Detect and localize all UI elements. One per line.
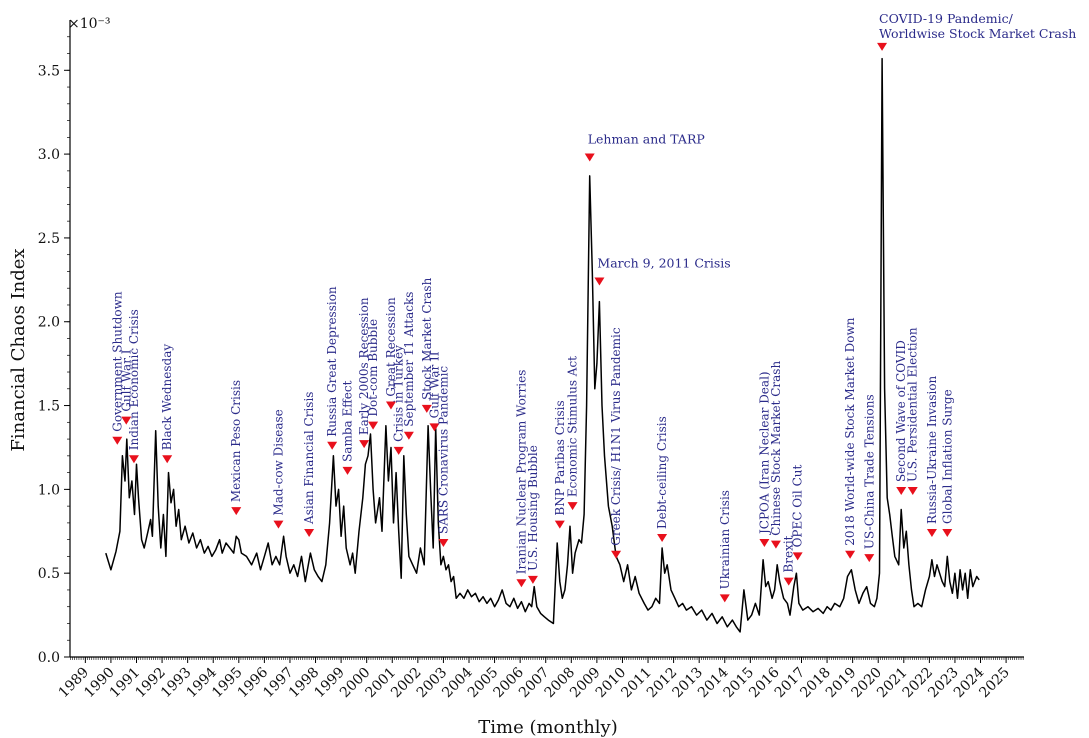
event-label: Brexit — [782, 535, 796, 572]
event-marker — [342, 466, 353, 475]
event-marker — [611, 550, 622, 559]
event-label: SARS Cronavirus Pandemic — [436, 366, 450, 534]
event-label: Chinese Stock Market Crash — [769, 361, 783, 536]
x-axis-title: Time (monthly) — [478, 717, 618, 738]
y-tick-label: 3.0 — [38, 147, 60, 163]
event-label: Asian Financial Crisis — [302, 392, 316, 525]
event-marker — [554, 520, 565, 529]
event-marker — [304, 528, 315, 537]
event-label: Iranian Nuclear Program Worries — [514, 370, 528, 575]
event-label: Crisis in Turkey — [392, 345, 406, 442]
event-marker — [770, 540, 781, 549]
event-label: U.S. Housing Bubble — [526, 445, 540, 571]
event-marker — [128, 455, 139, 464]
y-tick-label: 0.0 — [38, 650, 60, 666]
event-marker — [403, 431, 414, 440]
event-label: Ukrainian Crisis — [718, 490, 732, 589]
event-label: Gulf War II — [427, 351, 441, 418]
y-axis-exponent: ×10⁻³ — [68, 16, 111, 32]
event-label: Debt-ceiling Crisis — [655, 416, 669, 529]
event-label: Mad-cow Disease — [271, 409, 285, 515]
event-marker — [121, 416, 132, 425]
series-layer — [105, 57, 980, 633]
event-marker — [231, 507, 242, 516]
event-marker — [393, 446, 404, 455]
event-label: Economic Stimulus Act — [566, 356, 580, 497]
event-label: US-China Trade Tensions — [862, 394, 876, 549]
event-label: Government Shutdown — [110, 291, 124, 432]
event-label: Samba Effect — [341, 380, 355, 462]
event-label: Lehman and TARP — [588, 131, 705, 146]
event-label: Greek Crisis/ H1N1 Virus Pandemic — [609, 327, 623, 546]
event-marker — [527, 575, 538, 584]
series-line — [105, 57, 980, 633]
event-label: Black Wednesday — [160, 344, 174, 451]
event-label-line: Worldwise Stock Market Crash — [879, 26, 1076, 41]
event-label: September 11 Attacks — [402, 292, 416, 427]
y-axis-title: Financial Chaos Index — [8, 248, 29, 451]
event-label: COVID-19 Pandemic/Worldwise Stock Market… — [879, 11, 1076, 41]
event-label: U.S. Persidential Election — [906, 327, 920, 482]
x-tick-label: 2025 — [976, 665, 1013, 702]
event-marker — [783, 577, 794, 586]
event-label: Mexican Peso Crisis — [229, 380, 243, 502]
event-label: OPEC Oil Cut — [791, 465, 805, 548]
y-tick-label: 1.0 — [38, 482, 60, 498]
y-tick-label: 3.5 — [38, 63, 60, 79]
event-label-line: COVID-19 Pandemic/ — [879, 11, 1014, 26]
event-marker — [896, 487, 907, 496]
event-marker — [385, 401, 396, 410]
event-label: March 9, 2011 Crisis — [597, 256, 730, 271]
event-marker — [907, 487, 918, 496]
event-marker — [438, 539, 449, 548]
event-label: JCPOA (Iran Neclear Deal) — [757, 371, 771, 536]
event-marker — [864, 554, 875, 563]
event-marker — [719, 594, 730, 603]
event-marker — [657, 533, 668, 542]
event-marker — [926, 528, 937, 537]
event-marker — [845, 550, 856, 559]
event-marker — [759, 539, 770, 548]
event-marker — [359, 440, 370, 449]
event-marker — [877, 42, 888, 51]
event-marker — [273, 520, 284, 529]
event-marker — [516, 579, 527, 588]
event-marker — [429, 423, 440, 432]
event-marker — [327, 441, 338, 450]
event-label: Russia-Ukraine Invasion — [925, 375, 939, 524]
event-label: Russia Great Depression — [325, 286, 339, 437]
y-tick-label: 2.0 — [38, 315, 60, 331]
event-label: Dot-com Bubble — [366, 319, 380, 417]
event-marker — [942, 528, 953, 537]
event-marker — [584, 153, 595, 162]
event-label: Gulf War I — [119, 349, 133, 411]
event-label: Global Inflation Surge — [940, 389, 954, 524]
y-tick-label: 2.5 — [38, 231, 60, 247]
y-tick-label: 0.5 — [38, 566, 60, 582]
event-label: Stock Market Crash — [420, 277, 434, 399]
event-marker — [421, 404, 432, 413]
event-marker — [162, 455, 173, 464]
y-tick-label: 1.5 — [38, 399, 60, 415]
event-label: Indian Economic Crisis — [127, 309, 141, 450]
event-label: BNP Paribas Crisis — [553, 400, 567, 515]
event-marker — [567, 502, 578, 511]
event-label: Great Recession — [384, 297, 398, 397]
event-label: Second Wave of COVID — [894, 340, 908, 482]
event-marker — [112, 436, 123, 445]
event-marker — [368, 421, 379, 430]
event-marker — [792, 552, 803, 561]
event-marker — [594, 277, 605, 286]
event-label: 2018 World-wide Stock Market Down — [843, 317, 857, 545]
event-label: Early 2000s Recession — [357, 297, 371, 435]
